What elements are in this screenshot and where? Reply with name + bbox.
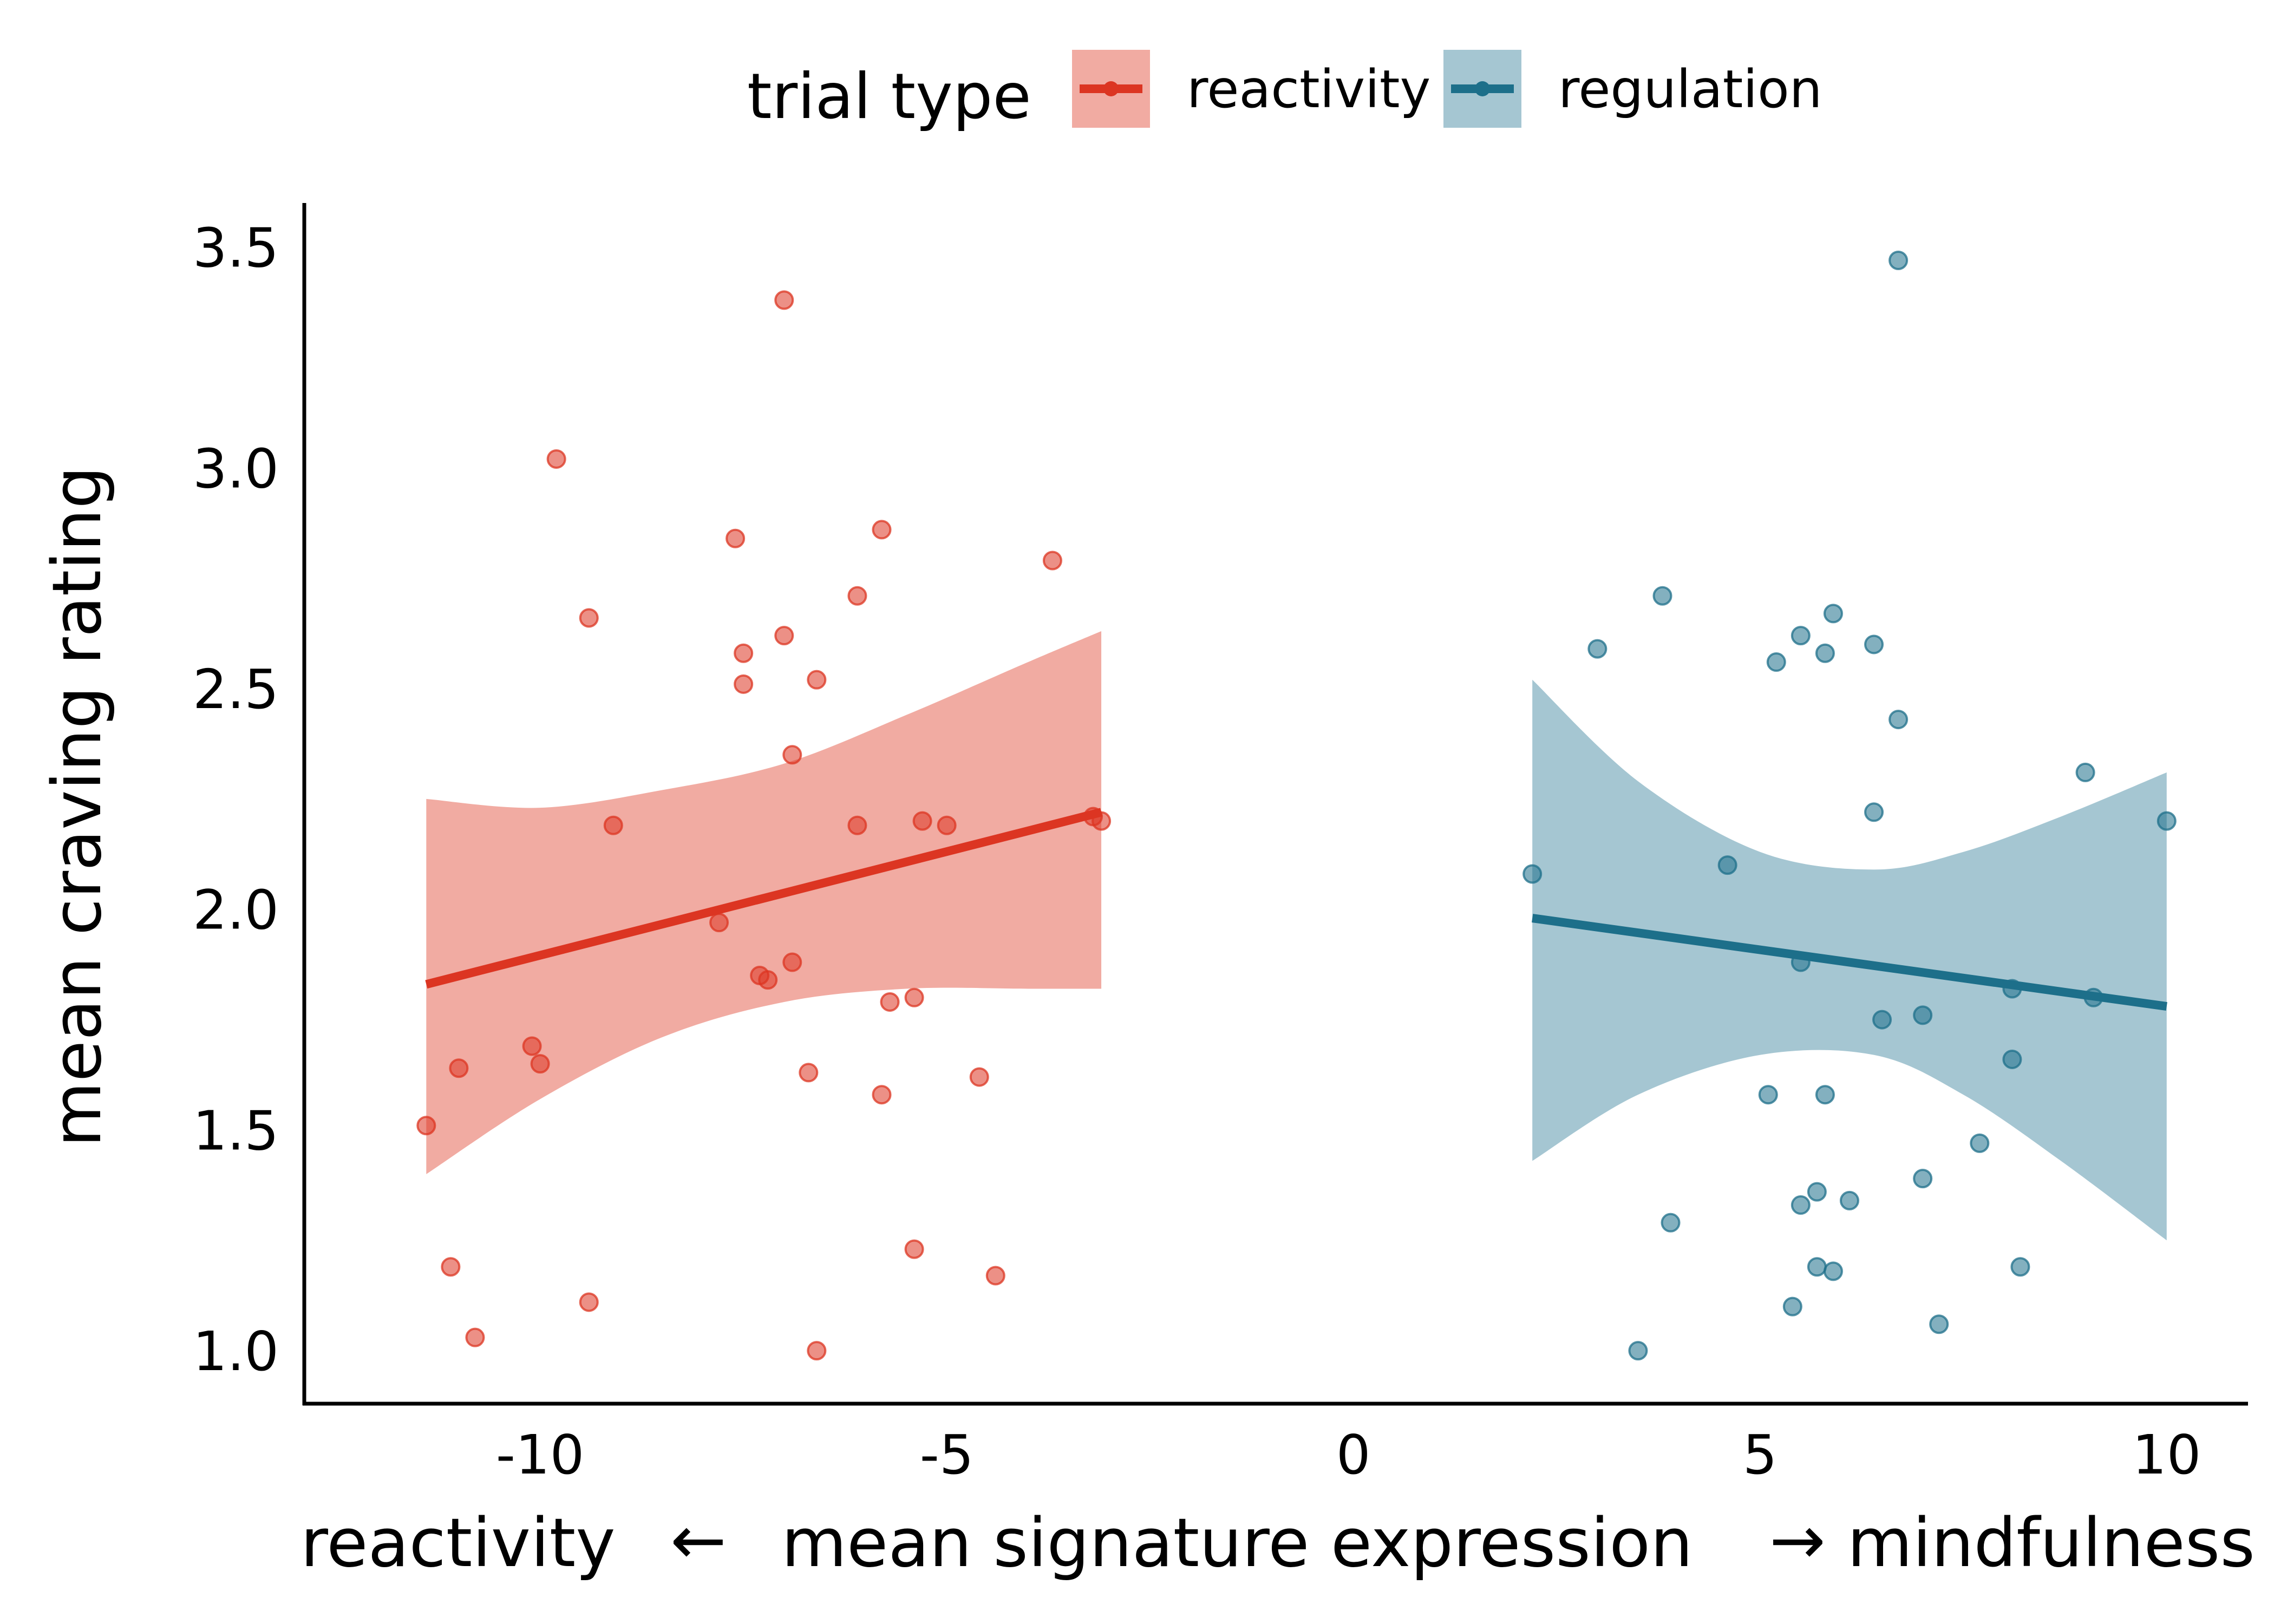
data-point-regulation [1864,802,1884,822]
y-tick-labels: 1.0 1.5 2.0 2.5 3.0 3.5 [193,217,279,1384]
data-point-reactivity [904,1239,924,1259]
x-tick-label: -5 [920,1423,974,1487]
data-point-regulation [1823,1261,1843,1281]
data-point-reactivity [449,1058,469,1078]
y-tick-label: 1.0 [193,1320,279,1383]
fit-line-regulation [1532,914,2167,1011]
y-tick-label: 2.5 [193,658,279,721]
legend-key-regulation-point [1475,81,1490,96]
data-point-reactivity [734,674,754,694]
data-point-reactivity [807,670,827,690]
data-point-reactivity [441,1257,461,1277]
legend-key-reactivity-point [1103,81,1119,96]
legend-key-regulation [1443,50,1521,128]
data-point-reactivity [847,586,867,606]
x-axis-title-left: reactivity [300,1504,616,1582]
y-tick-label: 3.0 [193,437,279,500]
data-points [416,251,2177,1361]
y-axis-title: mean craving rating [38,466,116,1147]
x-tick-label: 10 [2132,1423,2201,1487]
data-point-regulation [1758,1085,1778,1105]
data-point-reactivity [579,1292,599,1312]
data-point-reactivity [937,815,957,835]
x-tick-label: 5 [1743,1423,1778,1487]
data-point-reactivity [969,1067,989,1087]
data-point-reactivity [726,528,746,548]
data-point-regulation [1970,1133,1990,1153]
data-point-reactivity [546,449,566,469]
data-point-regulation [1815,643,1835,663]
data-point-reactivity [904,987,924,1007]
x-axis-right-arrow: → [1769,1502,1826,1580]
data-point-reactivity [758,970,778,990]
data-point-regulation [1913,1005,1933,1025]
data-point-regulation [1522,864,1543,884]
x-axis-title-main: mean signature expression [781,1504,1693,1582]
data-point-reactivity [530,1054,550,1074]
x-tick-label: -10 [496,1423,584,1487]
data-point-reactivity [774,626,794,646]
data-point-regulation [2002,1049,2022,1069]
data-point-regulation [1782,1296,1802,1317]
y-tick-label: 3.5 [193,217,279,280]
data-point-regulation [1823,604,1843,624]
axes [302,203,2248,1406]
x-axis-title: reactivity ← mean signature expression →… [300,1502,2255,1582]
data-point-regulation [1661,1213,1681,1233]
data-point-reactivity [872,520,892,540]
data-point-reactivity [709,913,729,933]
data-point-regulation [1807,1182,1827,1202]
data-point-reactivity [603,815,623,835]
data-point-regulation [1791,1195,1811,1215]
data-point-reactivity [847,815,867,835]
x-axis-left-arrow: ← [670,1502,727,1580]
legend-key-reactivity [1072,50,1150,128]
data-point-regulation [1717,855,1737,875]
data-point-reactivity [807,1341,827,1361]
data-point-reactivity [880,992,900,1012]
data-point-regulation [1839,1190,1859,1210]
data-point-regulation [2075,762,2095,782]
data-point-reactivity [782,952,802,972]
data-point-reactivity [416,1116,436,1136]
x-tick-labels: -10 -5 0 5 10 [496,1423,2201,1487]
fit-line-reactivity [425,808,1103,989]
data-point-regulation [1913,1169,1933,1189]
data-point-regulation [1872,1010,1892,1030]
fit-lines [425,808,2167,1011]
data-point-regulation [1628,1341,1648,1361]
data-point-regulation [2010,1257,2030,1277]
data-point-regulation [1791,626,1811,646]
data-point-reactivity [799,1063,819,1083]
data-point-regulation [1929,1314,1949,1334]
data-point-regulation [2157,811,2177,831]
data-point-reactivity [734,643,754,663]
data-point-reactivity [872,1085,892,1105]
x-tick-label: 0 [1336,1423,1371,1487]
x-axis-title-right: mindfulness [1847,1504,2255,1582]
data-point-regulation [1587,639,1608,659]
data-point-regulation [1864,634,1884,654]
data-point-reactivity [465,1327,485,1347]
data-point-reactivity [774,290,794,310]
data-point-reactivity [579,608,599,628]
y-tick-label: 2.0 [193,879,279,942]
data-point-reactivity [912,811,932,831]
data-point-reactivity [522,1036,542,1056]
data-point-regulation [1807,1257,1827,1277]
legend-label-reactivity: reactivity [1187,59,1430,120]
data-point-regulation [1889,251,1909,271]
data-point-regulation [1889,710,1909,730]
legend-title: trial type [747,60,1031,133]
data-point-reactivity [782,745,802,765]
legend-label-regulation: regulation [1558,59,1822,120]
data-point-regulation [1766,652,1786,672]
data-point-reactivity [1042,551,1062,571]
legend: trial type reactivity regulation [747,50,1822,133]
y-tick-label: 1.5 [193,1099,279,1162]
data-point-regulation [1815,1085,1835,1105]
data-point-regulation [1652,586,1672,606]
data-point-reactivity [985,1266,1005,1286]
